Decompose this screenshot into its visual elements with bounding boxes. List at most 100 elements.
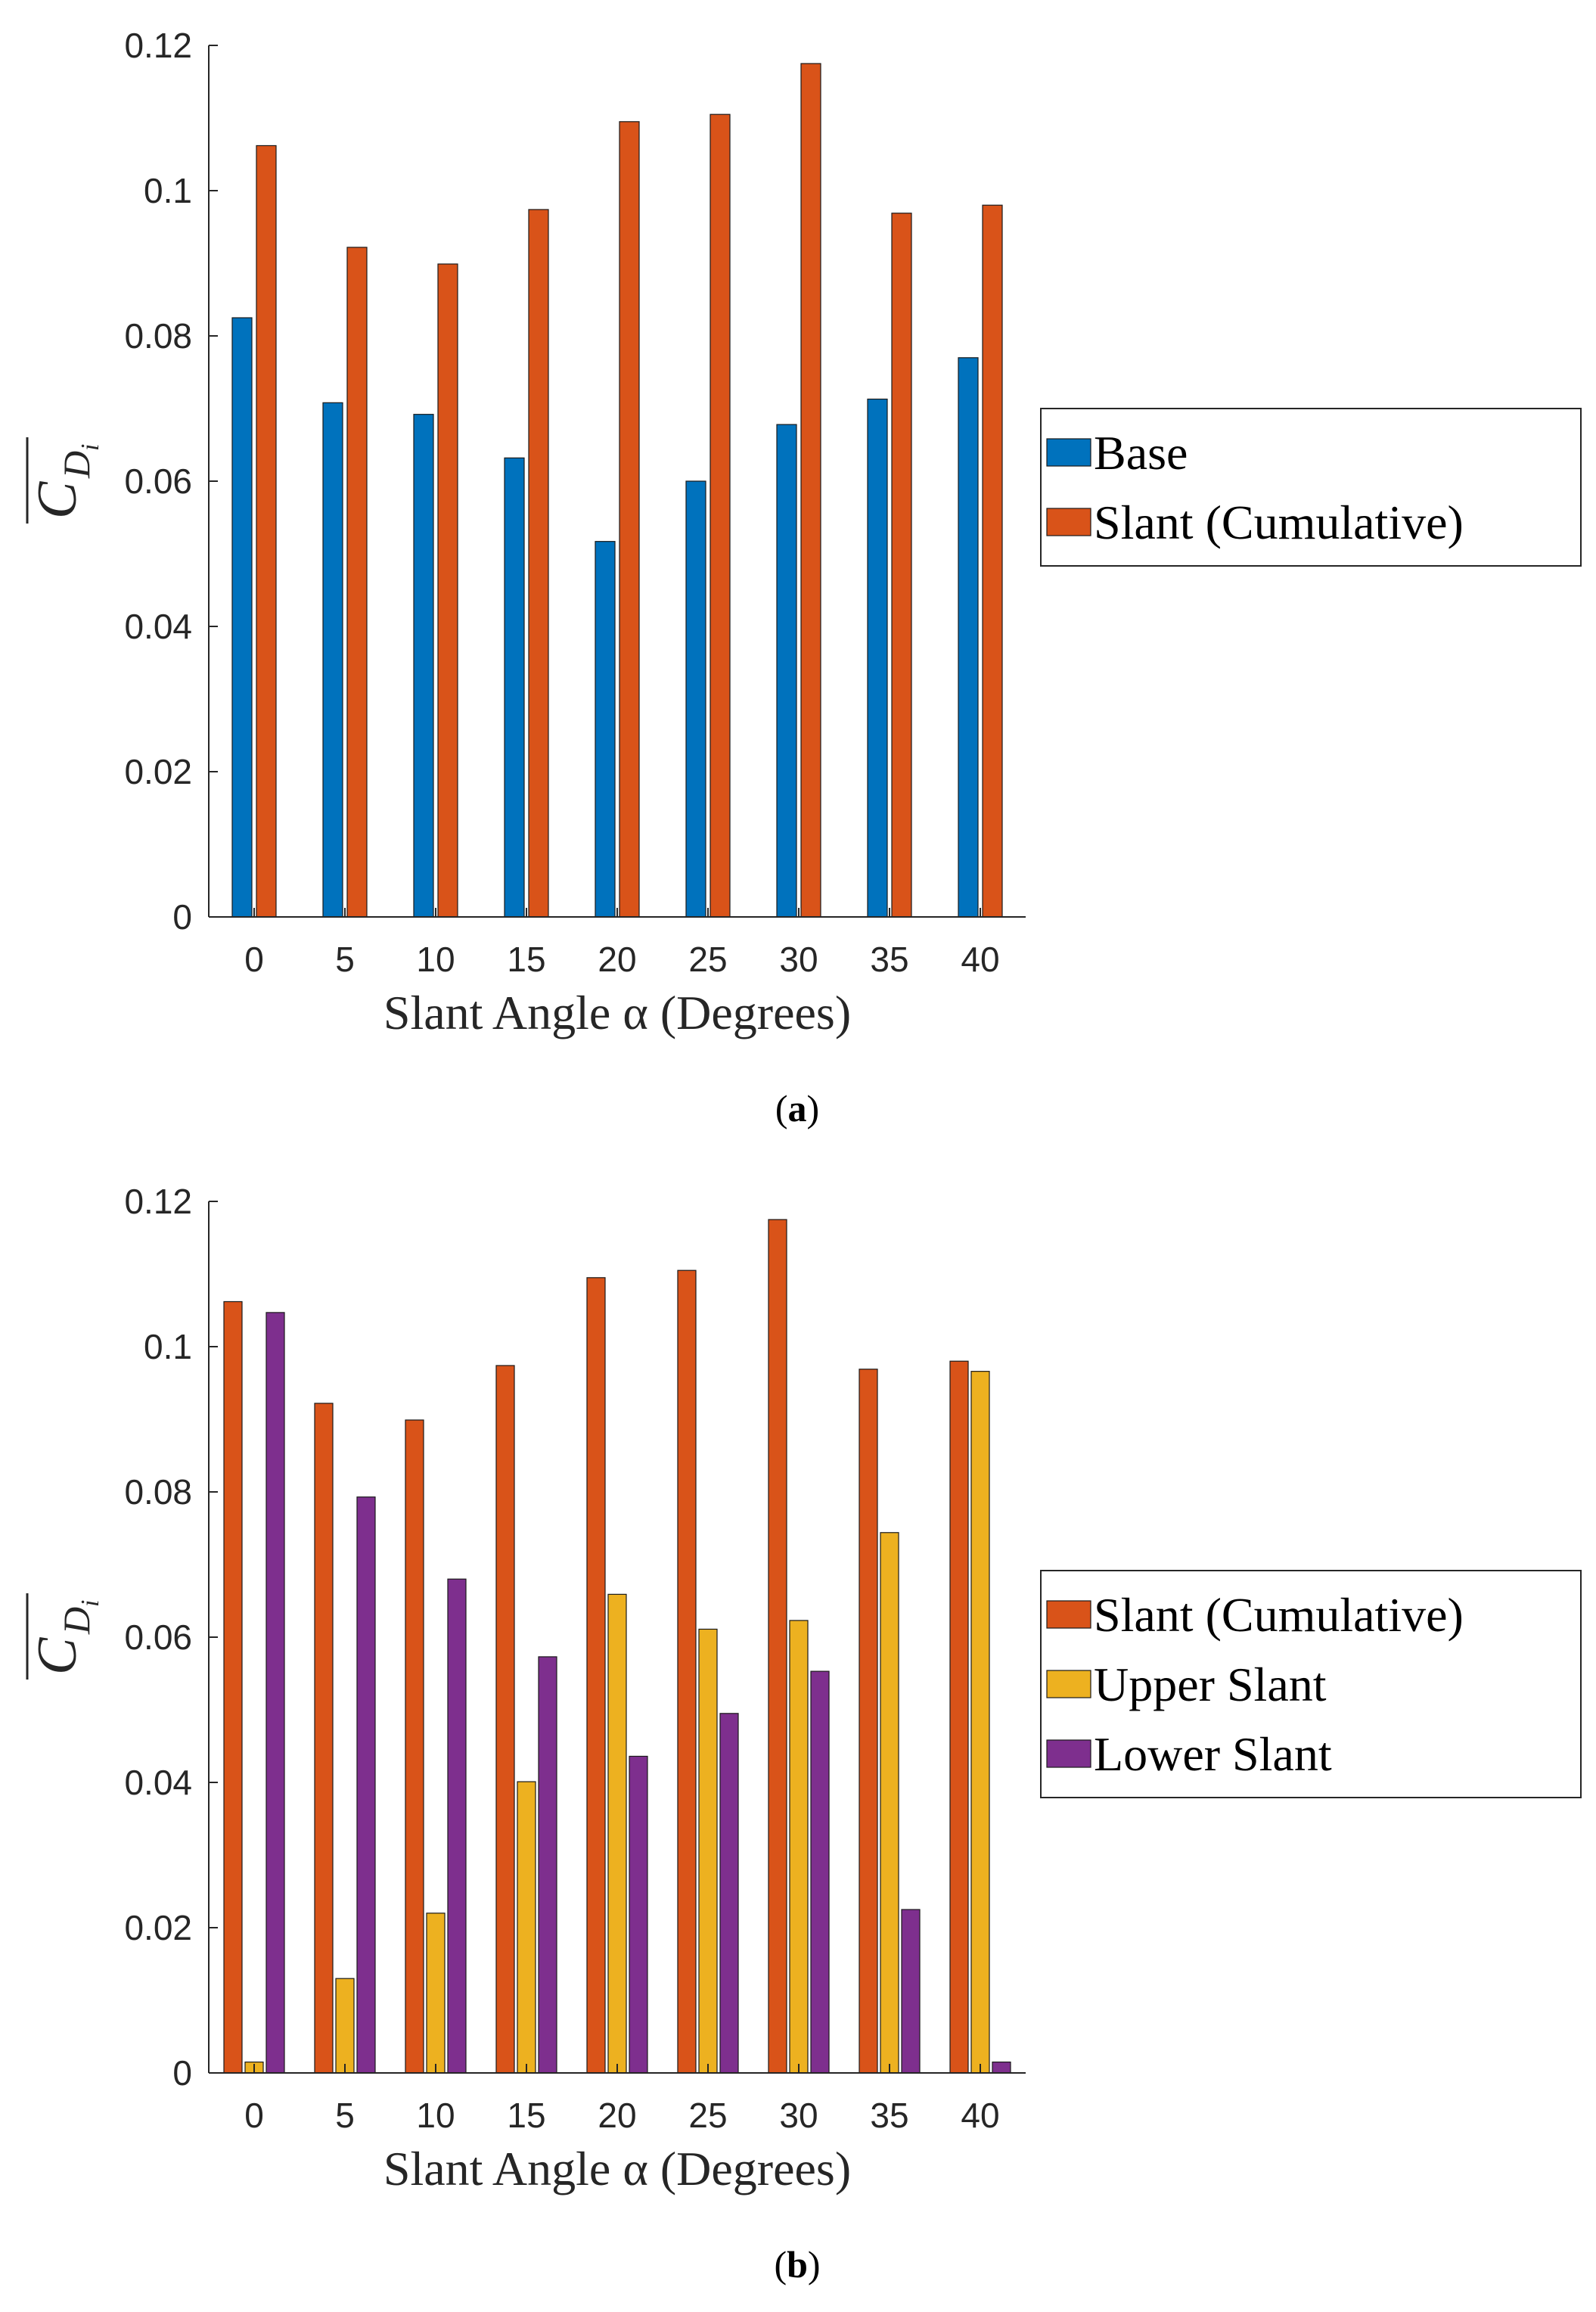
bar-upper-30 [789, 1620, 809, 2074]
bar-slant-15 [528, 209, 549, 918]
bar-slant-20 [586, 1277, 606, 2074]
legend-swatch-slant [1046, 1600, 1091, 1629]
bar-slant-0 [256, 144, 277, 918]
y-label-subsub: i [76, 444, 104, 451]
bar-slant-5 [314, 1403, 334, 2074]
legend-label-slant: Slant (Cumulative) [1094, 1588, 1464, 1642]
x-tick-label: 15 [507, 940, 545, 979]
bar-base-30 [776, 424, 797, 918]
x-tick-label: 25 [688, 940, 727, 979]
x-axis-label: Slant Angle α (Degrees) [383, 986, 851, 1039]
x-tick-label: 30 [779, 2096, 818, 2135]
x-tick-label: 35 [870, 940, 908, 979]
bar-base-25 [685, 480, 706, 918]
bar-base-40 [958, 357, 979, 918]
y-label-subsub: i [76, 1600, 104, 1607]
y-label-sub: D [55, 1607, 98, 1635]
y-axis-label: CDi [26, 437, 104, 524]
bar-slant-30 [768, 1219, 787, 2074]
x-tick-label: 30 [779, 940, 818, 979]
bar-slant-10 [405, 1419, 424, 2074]
bar-lower-20 [629, 1755, 648, 2074]
bar-upper-10 [426, 1913, 446, 2074]
x-tick-label: 35 [870, 2096, 908, 2135]
x-tick-label: 0 [244, 2096, 264, 2135]
y-tick-label: 0.06 [124, 1617, 192, 1657]
bar-lower-40 [992, 2061, 1011, 2074]
caption-close-paren: ) [808, 2243, 821, 2286]
caption-letter: b [787, 2243, 808, 2286]
legend: Base Slant (Cumulative) [1040, 408, 1582, 567]
bar-base-15 [504, 457, 525, 918]
y-tick-label: 0.08 [124, 1472, 192, 1512]
bar-lower-5 [356, 1496, 376, 2074]
chart-a-svg: 0 0.02 0.04 0.06 0.08 0.1 0.12 0 5 10 15 20 25 30 35 40… [26, 26, 1582, 1130]
bar-slant-5 [346, 247, 368, 918]
legend-label-slant: Slant (Cumulative) [1094, 496, 1464, 549]
x-tick-label: 5 [335, 940, 355, 979]
legend-box [1040, 1570, 1582, 1798]
bar-base-20 [595, 541, 616, 918]
bar-lower-10 [447, 1578, 467, 2074]
y-tick-label: 0.02 [124, 1908, 192, 1947]
bar-upper-5 [335, 1978, 355, 2074]
bar-slant-30 [800, 63, 821, 918]
bar-upper-25 [698, 1628, 718, 2074]
legend-swatch-slant [1046, 508, 1091, 536]
x-tick-label: 25 [688, 2096, 727, 2135]
y-label-sub: D [55, 451, 98, 479]
x-axis-label: Slant Angle α (Degrees) [383, 2142, 851, 2195]
bar-slant-40 [982, 204, 1003, 918]
legend-swatch-upper [1046, 1670, 1091, 1698]
bar-upper-35 [880, 1532, 899, 2074]
y-tick-label: 0.12 [124, 26, 192, 65]
bar-slant-25 [710, 113, 731, 918]
bar-slant-35 [891, 213, 912, 918]
bar-slant-25 [677, 1269, 697, 2074]
y-tick-label: 0.12 [124, 1182, 192, 1221]
caption-open-paren: ( [774, 2243, 787, 2286]
x-tick-label: 10 [416, 940, 455, 979]
bar-slant-40 [949, 1360, 969, 2074]
legend-label-base: Base [1094, 426, 1188, 480]
chart-b-svg: 0 0.02 0.04 0.06 0.08 0.1 0.12 0 5 10 15 20 25 30 35 40… [26, 1182, 1582, 2286]
bar-base-0 [231, 317, 253, 918]
x-tick-label: 40 [961, 940, 999, 979]
bar-base-35 [867, 398, 888, 918]
caption-open-paren: ( [775, 1087, 788, 1130]
bar-lower-25 [719, 1713, 739, 2074]
x-tick-label: 20 [598, 2096, 636, 2135]
x-tick-label: 0 [244, 940, 264, 979]
bar-lower-0 [265, 1312, 285, 2074]
y-tick-label: 0.08 [124, 316, 192, 356]
panel-caption: (a) [775, 1087, 819, 1130]
x-tick-label: 40 [961, 2096, 999, 2135]
y-tick-label: 0.02 [124, 752, 192, 791]
bar-slant-35 [859, 1369, 878, 2074]
bar-base-10 [413, 414, 434, 918]
x-tick-label: 10 [416, 2096, 455, 2135]
panel-caption: (b) [774, 2243, 820, 2286]
bar-upper-15 [517, 1781, 536, 2074]
y-tick-label: 0 [172, 2053, 192, 2093]
x-tick-label: 5 [335, 2096, 355, 2135]
bar-slant-20 [619, 121, 640, 918]
bar-lower-30 [810, 1670, 830, 2074]
bar-slant-10 [437, 263, 458, 918]
y-tick-label: 0.06 [124, 461, 192, 501]
y-tick-label: 0.04 [124, 1763, 192, 1802]
bar-upper-40 [970, 1371, 990, 2074]
bar-lower-35 [901, 1909, 921, 2074]
y-label-main: C [26, 480, 88, 519]
bar-base-5 [322, 402, 343, 918]
legend-label-upper: Upper Slant [1094, 1658, 1327, 1711]
y-tick-label: 0.1 [144, 1327, 192, 1366]
legend-swatch-lower [1046, 1739, 1091, 1768]
y-tick-label: 0 [172, 897, 192, 937]
bar-slant-0 [223, 1300, 243, 2074]
legend-label-lower: Lower Slant [1094, 1727, 1332, 1781]
chart-panel-b: 0 0.02 0.04 0.06 0.08 0.1 0.12 0 5 10 15 20 25 30 35 40… [0, 1156, 1596, 2312]
y-axis-label: CDi [26, 1593, 104, 1680]
legend-swatch-base [1046, 438, 1091, 467]
y-tick-label: 0.04 [124, 607, 192, 646]
